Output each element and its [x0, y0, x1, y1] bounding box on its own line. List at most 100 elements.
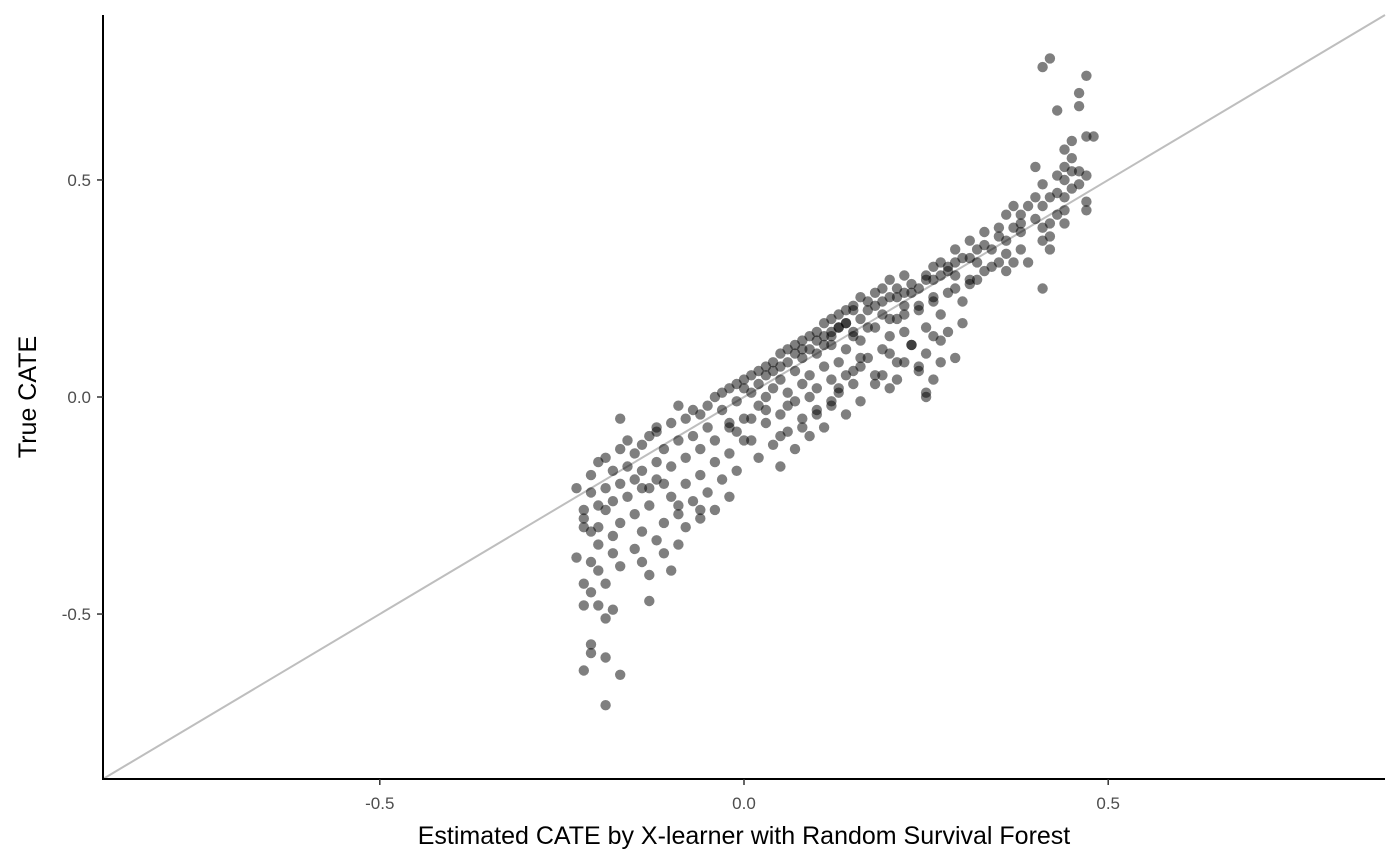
- data-point: [1044, 192, 1056, 203]
- data-point: [906, 339, 917, 351]
- x-axis-title: Estimated CATE by X-learner with Random …: [418, 822, 1071, 850]
- data-point: [1059, 192, 1070, 203]
- data-point: [724, 448, 735, 459]
- data-point: [629, 474, 640, 485]
- reference-line: [102, 14, 1386, 780]
- data-point: [1044, 244, 1056, 255]
- data-point: [920, 274, 932, 285]
- data-point: [1059, 174, 1070, 186]
- data-point: [1022, 257, 1034, 268]
- data-point: [607, 548, 619, 559]
- data-point: [615, 561, 626, 572]
- data-point: [979, 239, 990, 251]
- data-point: [1030, 161, 1041, 173]
- data-point: [622, 491, 633, 502]
- y-tick-label: -0.5: [62, 605, 91, 624]
- data-point: [833, 357, 844, 368]
- data-point: [884, 348, 895, 359]
- data-point: [848, 305, 859, 316]
- data-point: [891, 374, 903, 385]
- data-point: [753, 452, 764, 463]
- data-point: [1066, 153, 1078, 164]
- data-point: [942, 326, 954, 338]
- data-point: [673, 539, 684, 550]
- data-point: [818, 318, 830, 329]
- data-point: [680, 413, 691, 424]
- data-point: [607, 604, 619, 615]
- data-point: [585, 556, 597, 568]
- data-point: [607, 465, 619, 476]
- data-point: [709, 456, 721, 468]
- data-point: [797, 422, 808, 433]
- data-point: [716, 404, 728, 416]
- data-point: [964, 252, 975, 264]
- data-point: [738, 413, 750, 424]
- data-point: [746, 413, 757, 424]
- data-point: [702, 422, 713, 433]
- data-point: [666, 417, 677, 429]
- data-point: [658, 548, 670, 559]
- data-point: [1015, 209, 1026, 220]
- data-point: [862, 322, 873, 333]
- data-point: [775, 461, 786, 472]
- data-point: [920, 348, 932, 359]
- data-point: [629, 543, 640, 555]
- data-point: [848, 365, 859, 377]
- data-point: [636, 556, 648, 568]
- data-point: [1001, 248, 1012, 259]
- data-point: [695, 469, 706, 481]
- data-point: [1066, 183, 1078, 194]
- data-point: [833, 383, 844, 394]
- data-point: [979, 226, 990, 238]
- data-point: [957, 296, 968, 307]
- data-point: [607, 496, 619, 507]
- data-point: [804, 391, 815, 403]
- data-point: [753, 378, 764, 390]
- data-point: [578, 513, 589, 524]
- data-point: [666, 491, 677, 502]
- data-point: [899, 357, 910, 368]
- data-point: [651, 535, 662, 546]
- data-point: [869, 370, 881, 381]
- data-point: [1037, 235, 1048, 246]
- x-tick-label: 0.5: [1096, 794, 1120, 813]
- data-point: [760, 391, 772, 403]
- data-point: [709, 504, 721, 516]
- data-point: [1037, 283, 1048, 294]
- data-point: [928, 261, 939, 272]
- data-point: [869, 378, 881, 390]
- data-point: [636, 465, 648, 476]
- data-point: [775, 348, 786, 359]
- data-point: [585, 487, 597, 498]
- data-point: [884, 331, 895, 342]
- data-point: [731, 396, 742, 407]
- data-point: [1081, 170, 1092, 181]
- data-point: [818, 361, 830, 372]
- data-point: [840, 344, 852, 355]
- data-point: [1001, 265, 1012, 277]
- data-point: [913, 283, 924, 294]
- data-point: [920, 322, 932, 333]
- data-point: [629, 509, 640, 520]
- data-point: [811, 383, 822, 394]
- data-point: [789, 365, 801, 377]
- data-point: [724, 491, 735, 502]
- data-point: [673, 435, 684, 446]
- data-point: [767, 439, 779, 450]
- data-point: [593, 539, 604, 550]
- data-point: [578, 522, 589, 533]
- data-point: [629, 448, 640, 459]
- data-point: [782, 387, 793, 398]
- points-layer: [571, 53, 1099, 711]
- data-point: [644, 483, 655, 494]
- data-point: [615, 413, 626, 424]
- data-point: [993, 222, 1005, 233]
- data-point: [680, 522, 691, 533]
- data-point: [1081, 70, 1092, 82]
- data-point: [935, 357, 946, 368]
- data-point: [578, 600, 589, 611]
- data-point: [593, 565, 604, 576]
- data-point: [600, 483, 611, 494]
- data-point: [913, 300, 924, 311]
